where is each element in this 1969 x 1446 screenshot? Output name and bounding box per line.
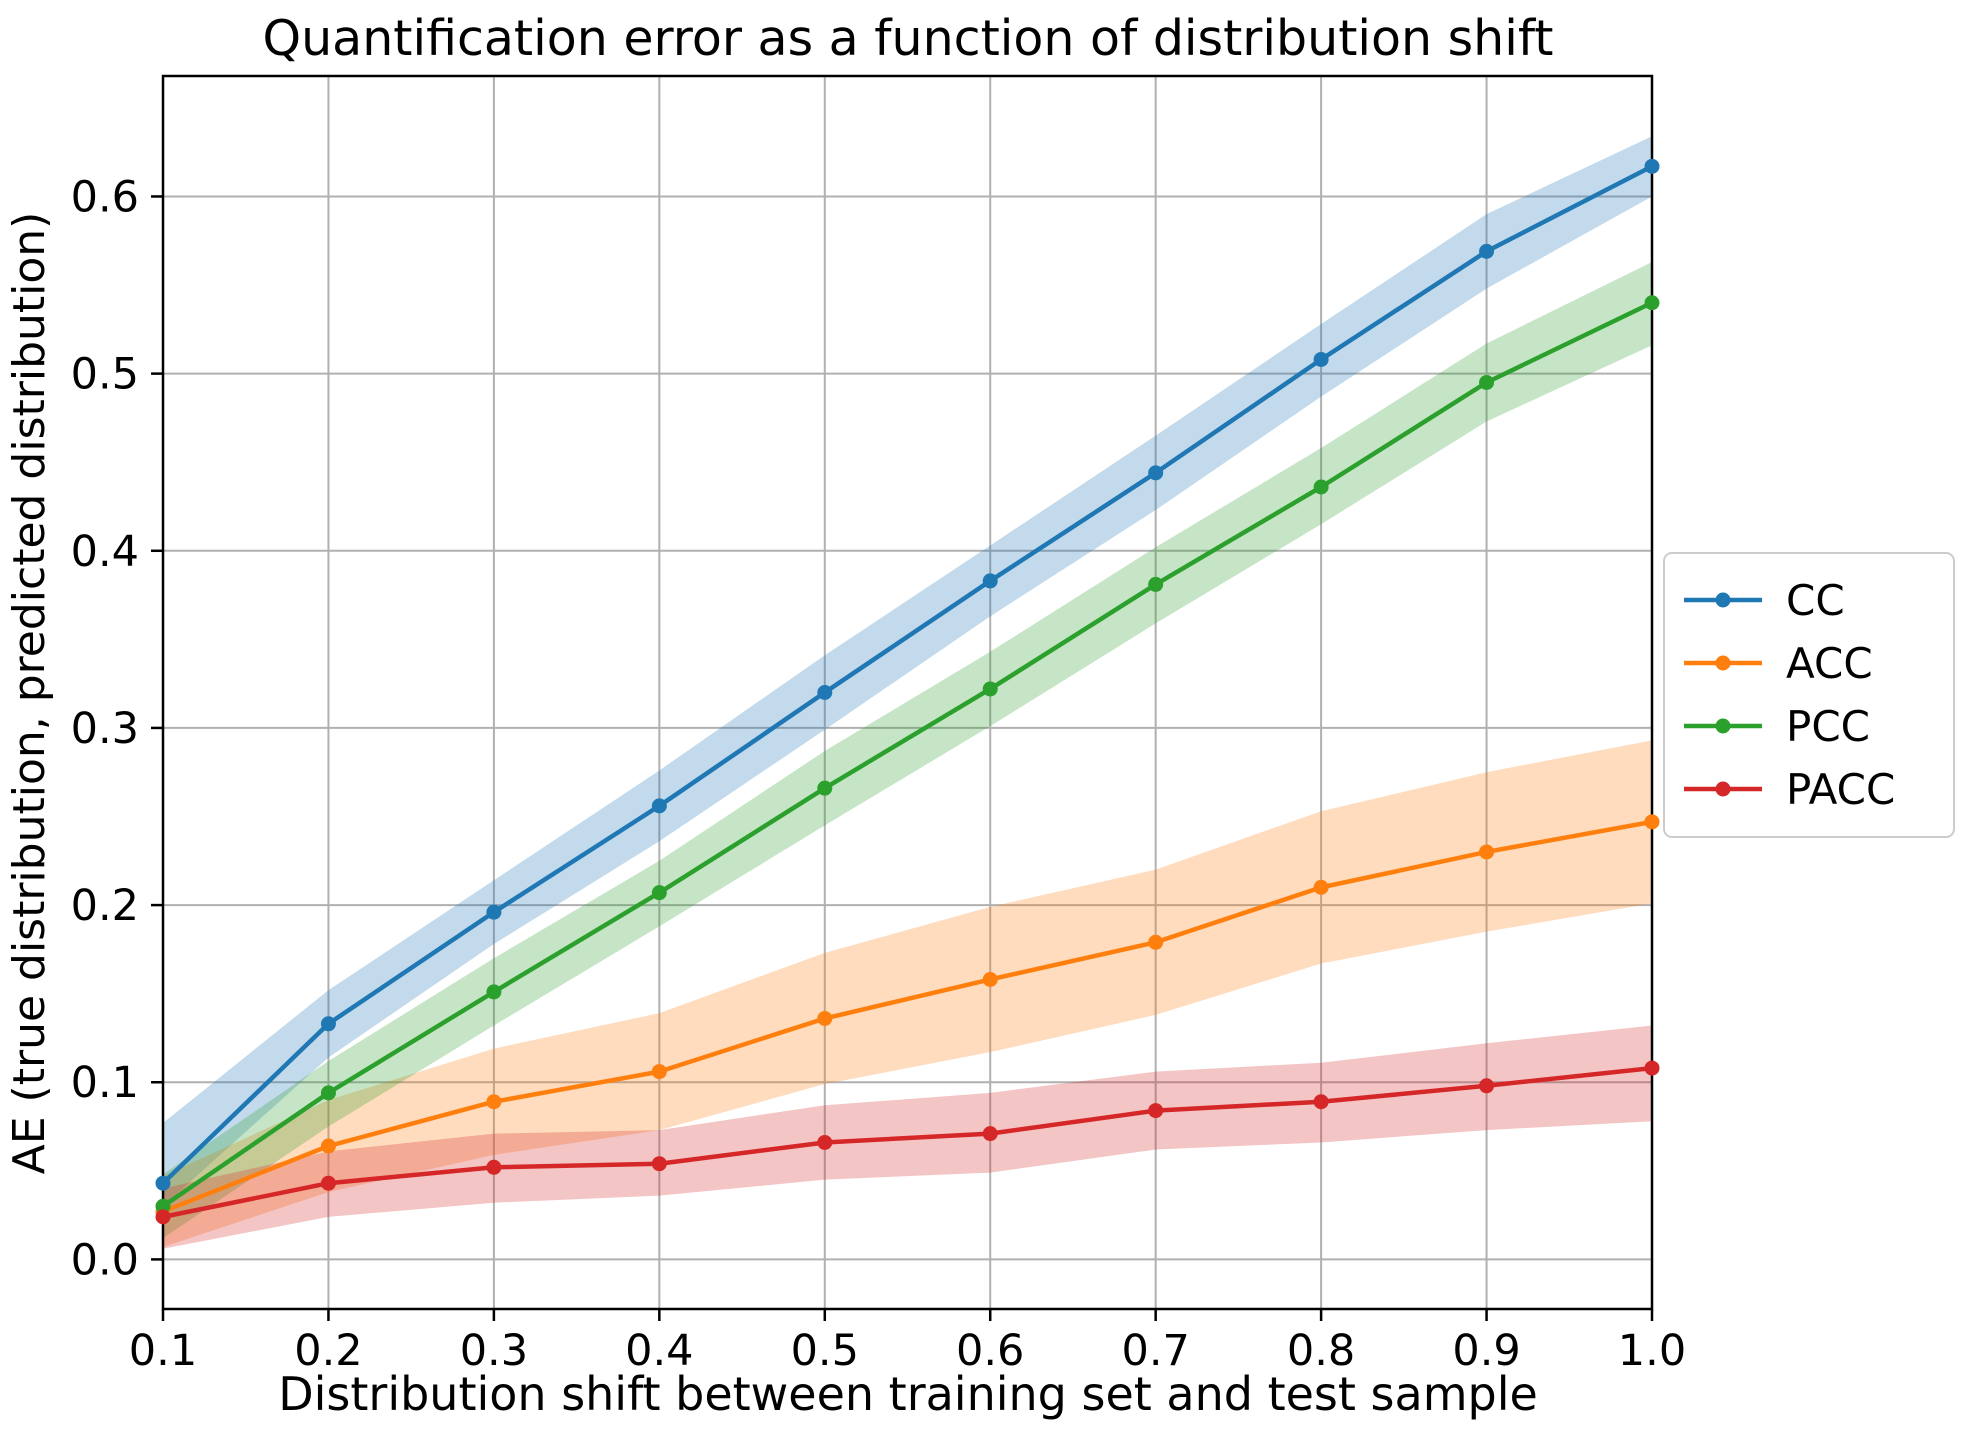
confidence-band-pcc	[163, 262, 1652, 1239]
y-tick-label: 0.4	[71, 527, 139, 577]
x-tick-label: 0.7	[1121, 1326, 1189, 1376]
data-point-cc	[1313, 351, 1329, 367]
x-tick-label: 1.0	[1618, 1326, 1686, 1376]
data-point-pacc	[1479, 1078, 1495, 1094]
data-point-pcc	[1644, 295, 1660, 311]
data-point-cc	[817, 685, 833, 700]
y-tick-label: 0.5	[71, 350, 139, 400]
x-tick-label: 0.1	[129, 1326, 197, 1376]
x-tick-label: 0.6	[956, 1326, 1024, 1376]
x-axis-label: Distribution shift between training set …	[278, 1367, 1538, 1421]
data-point-acc	[1148, 934, 1164, 950]
data-point-pacc	[817, 1134, 833, 1150]
legend-sample-marker-cc	[1715, 592, 1731, 608]
data-point-acc	[651, 1064, 667, 1080]
y-tick-label: 0.3	[71, 704, 139, 754]
data-point-pcc	[155, 1198, 171, 1214]
legend-label-acc: ACC	[1786, 639, 1873, 688]
confidence-band-acc	[163, 740, 1652, 1247]
data-point-acc	[486, 1094, 502, 1110]
data-point-cc	[1479, 243, 1495, 259]
data-point-cc	[1644, 158, 1660, 174]
data-point-cc	[155, 1175, 171, 1191]
data-point-pacc	[1148, 1103, 1164, 1119]
data-point-cc	[320, 1016, 336, 1032]
data-point-cc	[1148, 465, 1164, 481]
data-point-acc	[1644, 814, 1660, 830]
legend-label-pacc: PACC	[1786, 765, 1895, 814]
legend-sample-marker-acc	[1715, 655, 1731, 671]
y-tick-label: 0.1	[71, 1058, 139, 1108]
data-point-pacc	[486, 1159, 502, 1175]
data-point-pacc	[1644, 1060, 1660, 1076]
x-tick-label: 0.9	[1452, 1326, 1520, 1376]
x-tick-label: 0.8	[1287, 1326, 1355, 1376]
data-point-pacc	[320, 1175, 336, 1191]
y-axis-label: AE (true distribution, predicted distrib…	[4, 212, 55, 1175]
legend-label-cc: CC	[1786, 576, 1845, 625]
data-point-pcc	[320, 1085, 336, 1101]
legend-label-pcc: PCC	[1786, 702, 1870, 751]
data-point-cc	[486, 904, 502, 920]
data-point-acc	[1313, 879, 1329, 895]
data-point-pcc	[1148, 576, 1164, 592]
data-point-pacc	[1313, 1094, 1329, 1110]
confidence-band-cc	[163, 136, 1652, 1207]
legend-sample-marker-pcc	[1715, 718, 1731, 734]
data-point-pcc	[486, 984, 502, 1000]
data-point-pcc	[1479, 374, 1495, 390]
data-point-acc	[320, 1138, 336, 1154]
series-line-pacc	[160, 1065, 1655, 1220]
y-tick-label: 0.0	[71, 1235, 139, 1285]
data-point-cc	[982, 573, 998, 589]
data-point-pcc	[651, 885, 667, 901]
data-point-cc	[651, 798, 667, 814]
x-tick-label: 0.5	[791, 1326, 859, 1376]
y-tick-label: 0.2	[71, 881, 139, 931]
plot-area-border	[161, 74, 1654, 1311]
series-line-cc	[160, 164, 1655, 1186]
data-point-acc	[982, 971, 998, 987]
series-line-pcc	[160, 300, 1655, 1209]
data-point-pacc	[982, 1126, 998, 1142]
data-point-pcc	[817, 780, 833, 796]
x-tick-label: 0.4	[625, 1326, 693, 1376]
legend-sample-marker-pacc	[1715, 781, 1731, 797]
series-line-acc	[160, 819, 1655, 1214]
x-tick-label: 0.2	[294, 1326, 362, 1376]
chart-title: Quantification error as a function of di…	[263, 10, 1554, 67]
x-tick-label: 0.3	[460, 1326, 528, 1376]
data-point-pcc	[1313, 479, 1329, 495]
data-point-pacc	[651, 1156, 667, 1172]
data-point-acc	[817, 1010, 833, 1026]
data-point-pcc	[982, 681, 998, 697]
legend-box	[1663, 552, 1955, 838]
y-tick-label: 0.6	[71, 172, 139, 222]
data-point-acc	[1479, 844, 1495, 860]
data-point-pacc	[155, 1209, 171, 1225]
